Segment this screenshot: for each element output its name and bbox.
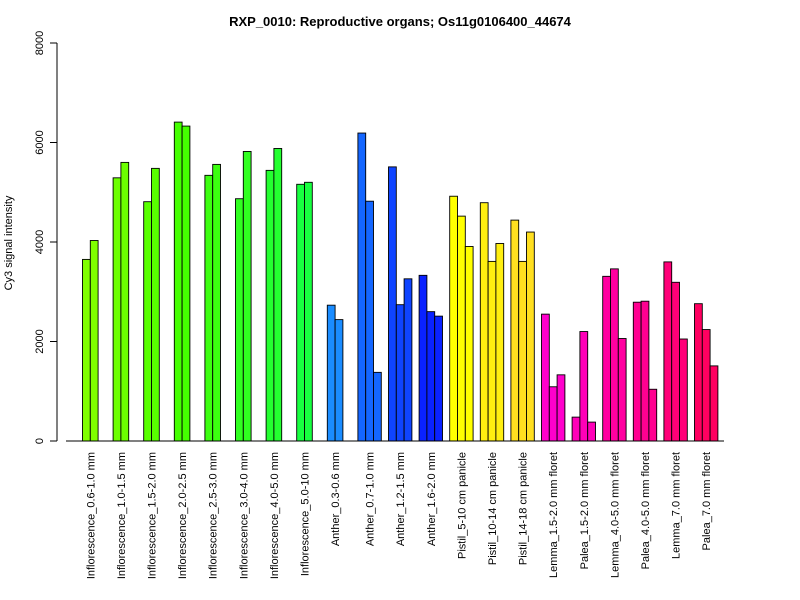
bar xyxy=(663,261,673,442)
bar xyxy=(357,132,367,442)
bar xyxy=(434,315,443,442)
x-tick-label: Inflorescence_5.0-10 mm xyxy=(300,452,312,576)
bar xyxy=(679,338,688,442)
x-tick-label: Palea_7.0 mm floret xyxy=(701,452,713,550)
bar xyxy=(671,281,680,442)
bar xyxy=(487,260,497,442)
bar xyxy=(526,231,535,442)
bar xyxy=(235,198,244,442)
bar xyxy=(82,258,91,442)
bar xyxy=(181,125,191,442)
bar xyxy=(143,201,152,442)
bar xyxy=(701,329,711,442)
x-tick-label: Inflorescence_0.6-1.0 mm xyxy=(85,452,97,579)
bar xyxy=(388,166,397,442)
bar xyxy=(242,150,252,442)
x-tick-label: Inflorescence_2.0-2.5 mm xyxy=(177,452,189,579)
bar xyxy=(602,275,611,442)
y-tick-label: 6000 xyxy=(34,130,46,154)
bar xyxy=(204,174,214,442)
bar xyxy=(296,183,305,442)
x-tick-label: Pistil_14-18 cm panicle xyxy=(518,452,530,565)
bar xyxy=(273,148,283,442)
x-tick-label: Lemma_7.0 mm floret xyxy=(671,452,683,559)
bar xyxy=(571,416,581,442)
bar xyxy=(112,177,122,442)
x-tick-label: Anther_1.2-1.5 mm xyxy=(395,452,407,546)
bar xyxy=(457,215,466,442)
bar xyxy=(151,167,160,442)
bar xyxy=(610,268,619,442)
bar xyxy=(426,311,436,442)
x-tick-label: Palea_4.0-5.0 mm floret xyxy=(640,452,652,569)
y-tick-label: 2000 xyxy=(34,329,46,353)
bar xyxy=(579,331,589,442)
bar xyxy=(556,374,566,442)
bar xyxy=(495,243,505,442)
x-tick-label: Pistil_5-10 cm panicle xyxy=(456,452,468,559)
x-tick-label: Inflorescence_3.0-4.0 mm xyxy=(238,452,250,579)
bar xyxy=(373,371,382,442)
x-tick-label: Inflorescence_1.0-1.5 mm xyxy=(116,452,128,579)
bar xyxy=(479,202,489,442)
x-tick-label: Inflorescence_1.5-2.0 mm xyxy=(147,452,159,579)
y-axis: 0 2000 4000 6000 8000 xyxy=(34,31,58,444)
bar xyxy=(464,246,474,442)
bar xyxy=(365,200,374,442)
bar xyxy=(694,303,703,442)
y-axis-label: Cy3 signal intensity xyxy=(3,195,15,290)
x-tick-label: Palea_1.5-2.0 mm floret xyxy=(579,452,591,569)
x-axis: Inflorescence_0.6-1.0 mm Inflorescence_1.… xyxy=(66,440,724,579)
bar xyxy=(120,161,130,442)
bar xyxy=(617,338,627,442)
x-tick-label: Anther_1.6-2.0 mm xyxy=(426,452,438,546)
bar xyxy=(173,121,183,442)
bar xyxy=(403,278,413,442)
bar xyxy=(89,240,99,442)
x-tick-label: Lemma_4.0-5.0 mm floret xyxy=(609,452,621,578)
x-tick-label: Inflorescence_4.0-5.0 mm xyxy=(269,452,281,579)
bar xyxy=(632,301,642,442)
bar xyxy=(418,274,428,442)
chart-title: RXP_0010: Reproductive organs; Os11g0106… xyxy=(229,14,572,29)
bar xyxy=(304,181,313,442)
bar xyxy=(449,195,458,442)
bar xyxy=(648,388,658,442)
y-tick-label: 0 xyxy=(34,438,46,444)
x-tick-label: Anther_0.7-1.0 mm xyxy=(365,452,377,546)
bar xyxy=(212,163,221,442)
bar xyxy=(510,219,520,442)
bar xyxy=(541,313,550,442)
x-tick-label: Anther_0.3-0.6 mm xyxy=(330,452,342,546)
x-tick-label: Lemma_1.5-2.0 mm floret xyxy=(548,452,560,578)
bar xyxy=(548,386,558,442)
bar xyxy=(709,365,719,442)
bar xyxy=(265,169,275,442)
bar xyxy=(518,260,527,442)
y-tick-label: 8000 xyxy=(34,31,46,55)
bar xyxy=(326,304,336,442)
x-tick-label: Inflorescence_2.5-3.0 mm xyxy=(208,452,220,579)
bars-group xyxy=(82,121,719,442)
x-tick-label: Pistil_10-14 cm panicle xyxy=(487,452,499,565)
bar xyxy=(334,319,344,442)
bar xyxy=(395,304,405,442)
bar xyxy=(587,421,596,442)
bar xyxy=(640,300,650,442)
y-tick-label: 4000 xyxy=(34,230,46,254)
